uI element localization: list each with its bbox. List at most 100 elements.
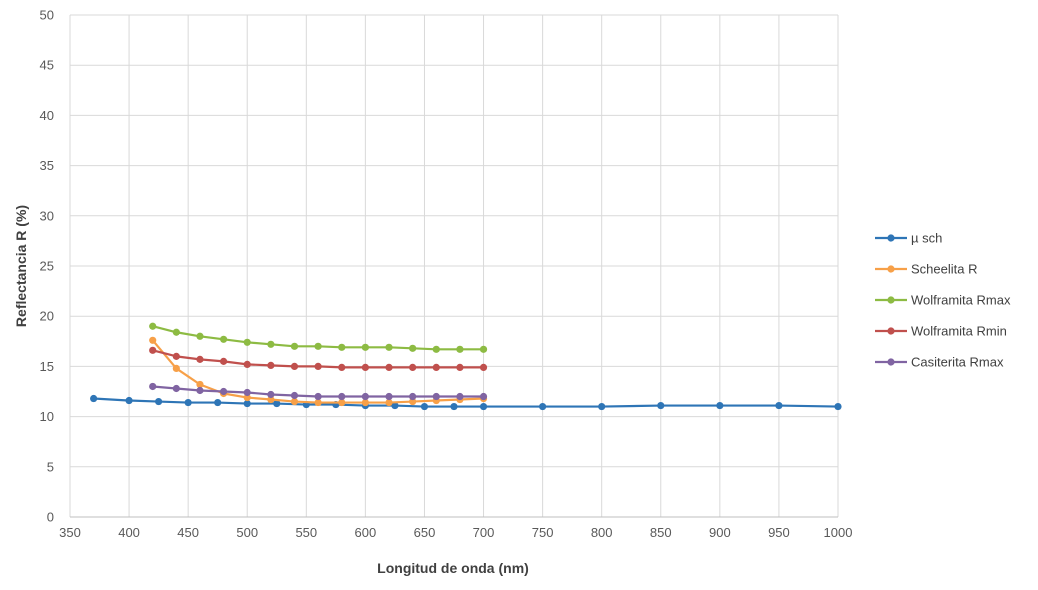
data-point xyxy=(598,402,606,411)
data-point xyxy=(220,387,228,396)
x-tick-label: 800 xyxy=(591,525,613,540)
data-point xyxy=(657,401,665,410)
data-point xyxy=(409,397,417,406)
data-point xyxy=(420,402,429,411)
y-tick-label: 35 xyxy=(40,158,54,173)
data-point xyxy=(290,397,299,406)
data-point xyxy=(172,328,180,336)
data-point xyxy=(214,398,222,407)
data-point xyxy=(243,393,251,402)
x-tick-label: 400 xyxy=(118,525,140,540)
data-point xyxy=(834,402,842,411)
x-tick-label: 700 xyxy=(473,525,495,540)
x-tick-label: 750 xyxy=(532,525,554,540)
data-point xyxy=(479,363,488,372)
data-point xyxy=(314,362,322,370)
data-point xyxy=(196,380,204,389)
data-point xyxy=(196,355,204,363)
x-tick-label: 650 xyxy=(414,525,436,540)
legend-item: Wolframita Rmin xyxy=(875,324,1007,339)
data-point xyxy=(432,345,440,353)
data-point xyxy=(243,338,251,346)
data-point xyxy=(267,390,275,399)
legend-swatch-marker xyxy=(887,234,895,242)
data-point xyxy=(385,392,393,401)
legend-item: Casiterita Rmax xyxy=(875,355,1004,370)
data-point xyxy=(409,363,417,372)
data-point xyxy=(479,392,488,401)
data-point xyxy=(361,398,369,407)
data-point xyxy=(314,342,322,350)
x-tick-label: 950 xyxy=(768,525,790,540)
data-point xyxy=(90,394,98,403)
data-point xyxy=(273,399,281,408)
data-point xyxy=(716,401,724,410)
data-point xyxy=(149,336,157,344)
legend-label: Scheelita R xyxy=(911,262,977,277)
data-point xyxy=(172,384,180,393)
series-layer xyxy=(90,322,842,411)
y-tick-label: 30 xyxy=(40,208,54,223)
legend-label: Wolframita Rmin xyxy=(911,324,1007,339)
data-point xyxy=(172,364,180,373)
data-point xyxy=(314,392,322,401)
legend-swatch-marker xyxy=(887,327,895,335)
data-point xyxy=(149,346,157,354)
data-point xyxy=(125,396,133,405)
data-point xyxy=(338,392,346,401)
data-point xyxy=(539,402,547,411)
x-tick-label: 850 xyxy=(650,525,672,540)
y-tick-label: 10 xyxy=(40,409,54,424)
data-point xyxy=(290,391,299,400)
data-point xyxy=(172,352,180,360)
data-point xyxy=(775,401,783,410)
data-point xyxy=(243,388,251,397)
x-tick-label: 350 xyxy=(59,525,81,540)
y-tick-label: 0 xyxy=(47,510,54,525)
data-point xyxy=(149,382,157,391)
data-point xyxy=(196,332,204,340)
data-point xyxy=(267,340,275,348)
x-tick-label: 550 xyxy=(295,525,317,540)
legend-swatch-marker xyxy=(887,296,895,304)
legend-swatch-marker xyxy=(887,358,895,366)
legend-item: Wolframita Rmax xyxy=(875,293,1011,308)
series-4 xyxy=(149,346,488,372)
x-axis-title: Longitud de onda (nm) xyxy=(377,560,529,576)
data-point xyxy=(361,392,369,401)
data-point xyxy=(479,402,488,411)
series-1 xyxy=(90,394,842,411)
data-point xyxy=(479,345,488,353)
data-point xyxy=(456,392,464,401)
x-tick-label: 500 xyxy=(236,525,258,540)
data-point xyxy=(267,361,275,369)
gridlines xyxy=(69,14,839,518)
y-tick-label: 45 xyxy=(40,58,54,73)
legend-item: Scheelita R xyxy=(875,262,977,277)
legend-item: µ sch xyxy=(875,231,942,246)
data-point xyxy=(196,386,204,395)
data-point xyxy=(361,363,369,372)
data-point xyxy=(385,363,393,372)
y-tick-label: 25 xyxy=(40,259,54,274)
y-tick-label: 40 xyxy=(40,108,54,123)
data-point xyxy=(290,342,299,350)
y-tick-label: 5 xyxy=(47,459,54,474)
legend-label: µ sch xyxy=(911,231,942,246)
data-point xyxy=(456,363,464,372)
data-point xyxy=(184,398,192,407)
legend-label: Casiterita Rmax xyxy=(911,355,1004,370)
legend-swatch-marker xyxy=(887,265,895,273)
series-line xyxy=(93,397,839,408)
data-point xyxy=(391,401,399,410)
series-5 xyxy=(149,382,488,401)
data-point xyxy=(243,399,251,408)
data-point xyxy=(149,322,157,330)
data-point xyxy=(243,360,251,368)
data-point xyxy=(456,345,464,353)
data-point xyxy=(290,362,299,370)
y-tick-label: 50 xyxy=(40,8,54,23)
data-point xyxy=(385,343,393,351)
data-point xyxy=(155,397,163,406)
legend-label: Wolframita Rmax xyxy=(911,293,1011,308)
